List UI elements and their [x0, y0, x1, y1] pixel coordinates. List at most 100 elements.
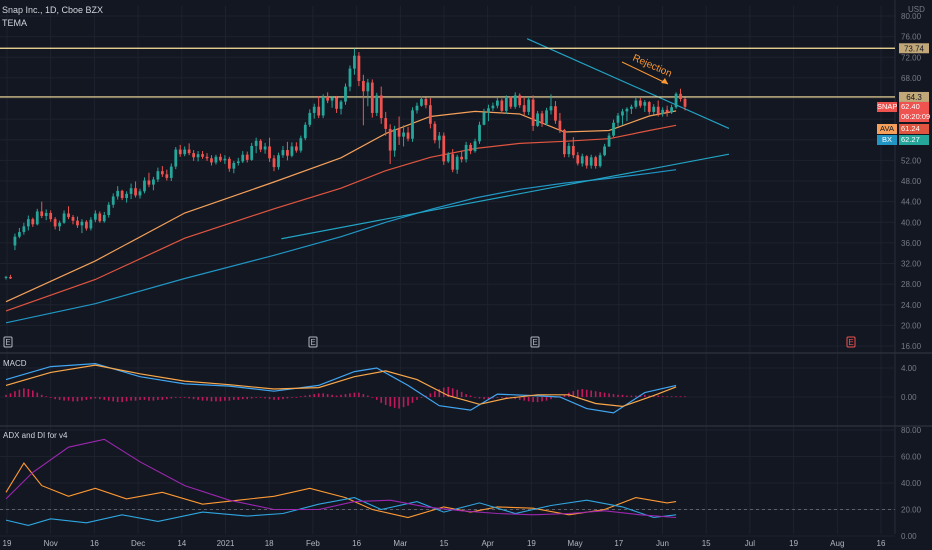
- candle-body: [165, 174, 169, 178]
- candle-body: [321, 96, 325, 116]
- candle-body: [384, 118, 388, 129]
- candle-body: [580, 156, 584, 164]
- macd-histogram-bar: [291, 397, 293, 398]
- candle-body: [460, 156, 464, 160]
- candle-body: [670, 107, 673, 113]
- candle-body: [326, 96, 330, 101]
- macd-histogram-bar: [215, 397, 217, 402]
- macd-histogram-bar: [501, 397, 503, 398]
- y-tick-label: 60.00: [901, 453, 922, 462]
- candle-body: [241, 154, 245, 162]
- macd-histogram-bar: [300, 396, 302, 398]
- macd-histogram-bar: [255, 397, 257, 398]
- candle-body: [527, 99, 531, 112]
- macd-histogram-bar: [134, 397, 137, 401]
- macd-histogram-bar: [617, 394, 619, 397]
- macd-histogram-bar: [340, 394, 342, 397]
- candle-body: [366, 82, 370, 92]
- candle-body: [116, 190, 120, 197]
- candle-body: [111, 196, 115, 205]
- macd-histogram-bar: [268, 397, 271, 400]
- candle-body: [13, 236, 17, 246]
- macd-histogram-bar: [496, 397, 499, 398]
- candle-body: [134, 188, 137, 196]
- macd-histogram-bar: [371, 397, 374, 398]
- macd-histogram-bar: [621, 394, 624, 397]
- macd-histogram-bar: [5, 394, 7, 397]
- macd-histogram-bar: [514, 397, 517, 400]
- macd-histogram-bar: [648, 395, 651, 397]
- candle-body: [259, 140, 263, 150]
- candle-body: [357, 55, 361, 81]
- macd-histogram-bar: [456, 389, 458, 397]
- candle-body: [393, 128, 397, 151]
- x-tick-label: 16: [90, 539, 99, 548]
- macd-histogram-bar: [434, 391, 436, 397]
- macd-histogram-bar: [643, 394, 646, 397]
- currency-label: USD: [908, 5, 925, 14]
- candle-body: [411, 110, 414, 139]
- macd-histogram-bar: [219, 397, 222, 402]
- candle-body: [201, 154, 204, 157]
- candle-body: [18, 232, 21, 237]
- macd-histogram-bar: [594, 391, 597, 397]
- macd-histogram-bar: [313, 394, 316, 397]
- candle-body: [294, 146, 298, 151]
- y-tick-label: 48.00: [901, 177, 922, 186]
- candle-body: [344, 86, 347, 102]
- candle-body: [397, 128, 401, 137]
- macd-histogram-bar: [536, 397, 539, 403]
- macd-histogram-bar: [49, 397, 52, 398]
- candle-body: [598, 155, 602, 167]
- macd-histogram-bar: [550, 397, 552, 400]
- macd-histogram-bar: [188, 397, 190, 399]
- candle-body: [89, 219, 93, 229]
- x-tick-label: May: [568, 539, 583, 548]
- candle-body: [129, 188, 133, 194]
- macd-histogram-bar: [590, 390, 592, 397]
- macd-histogram-bar: [179, 397, 182, 398]
- macd-histogram-bar: [523, 397, 525, 401]
- annotation-arrowhead: [661, 78, 668, 84]
- macd-histogram-bar: [197, 397, 199, 400]
- macd-histogram-bar: [58, 397, 61, 400]
- macd-histogram-bar: [585, 389, 588, 397]
- candle-body: [567, 145, 571, 155]
- candle-body: [98, 213, 102, 222]
- y-tick-label: 76.00: [901, 33, 922, 42]
- x-tick-label: Feb: [306, 539, 320, 548]
- macd-histogram-bar: [487, 397, 490, 400]
- macd-histogram-bar: [107, 397, 110, 401]
- x-tick-label: 17: [614, 539, 623, 548]
- candle-body: [263, 146, 267, 150]
- candle-body: [487, 108, 490, 113]
- macd-histogram-bar: [630, 395, 633, 397]
- candle-body: [473, 141, 477, 152]
- candle-body: [513, 95, 517, 107]
- candle-body: [625, 108, 629, 112]
- candle-body: [281, 150, 285, 156]
- candle-body: [375, 95, 379, 113]
- macd-histogram-bar: [469, 395, 472, 397]
- macd-histogram-bar: [183, 397, 186, 398]
- x-tick-label: 19: [789, 539, 798, 548]
- y-tick-label: 80.00: [901, 12, 922, 21]
- y-tick-label: 20.00: [901, 506, 922, 515]
- candle-body: [312, 106, 316, 113]
- y-tick-label: 4.00: [901, 364, 917, 373]
- macd-histogram-bar: [148, 397, 150, 401]
- candle-body: [379, 95, 383, 119]
- macd-histogram-bar: [125, 397, 128, 402]
- macd-histogram-bar: [367, 395, 369, 397]
- y-tick-label: 44.00: [901, 198, 922, 207]
- macd-histogram-bar: [14, 391, 16, 397]
- symbol-badge: SNAP: [877, 102, 898, 112]
- x-tick-label: Aug: [830, 539, 844, 548]
- y-tick-label: 36.00: [901, 239, 922, 248]
- candle-body: [93, 213, 97, 220]
- macd-histogram-bar: [18, 389, 21, 397]
- candle-body: [451, 154, 455, 170]
- macd-histogram-bar: [23, 388, 25, 397]
- candle-body: [424, 99, 428, 106]
